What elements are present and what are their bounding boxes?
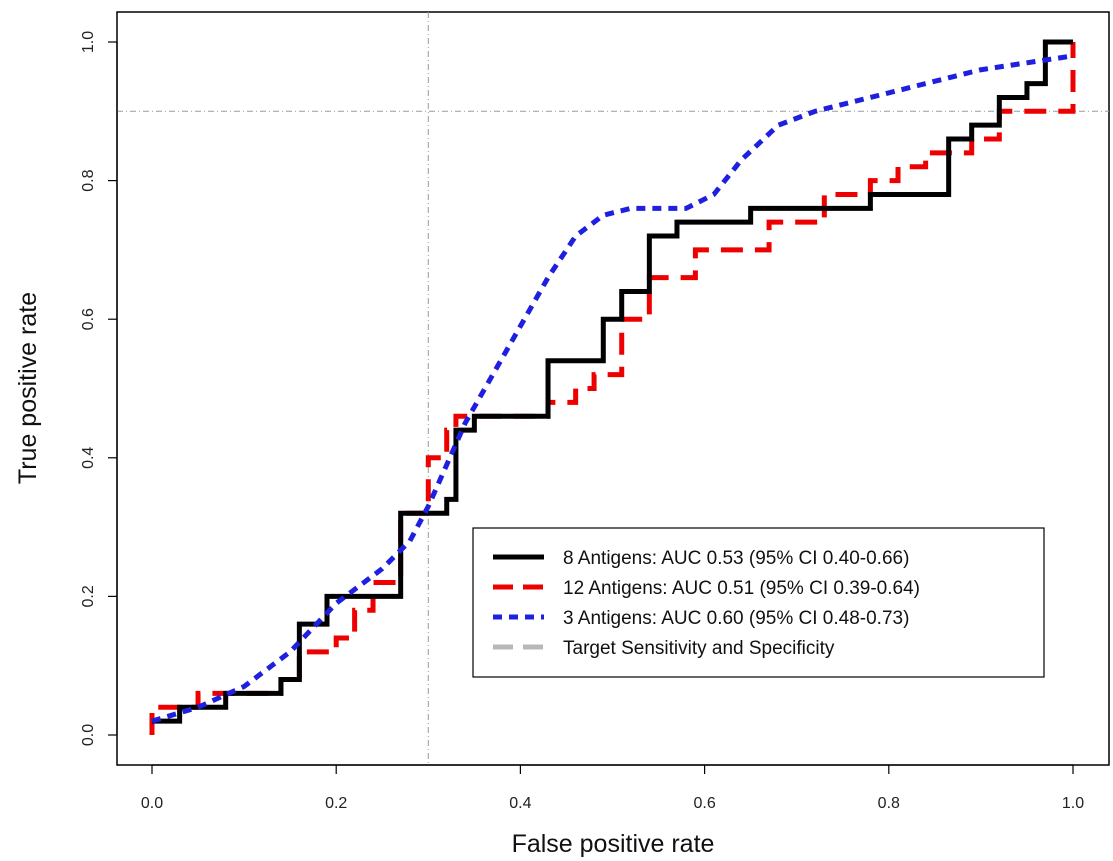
y-axis: 0.0 0.2 0.4 0.6 0.8 1.0 (80, 31, 118, 746)
series-line-0 (152, 39, 1073, 724)
y-tick-label: 0.4 (80, 447, 97, 469)
y-tick-label: 1.0 (80, 31, 97, 53)
x-tick-label: 1.0 (1062, 795, 1084, 812)
y-tick-label: 0.6 (80, 308, 97, 330)
series-line-2 (151, 53, 1074, 724)
legend-label-3: Target Sensitivity and Specificity (563, 638, 835, 659)
series-layer (149, 39, 1076, 735)
legend-label-0: 8 Antigens: AUC 0.53 (95% CI 0.40-0.66) (563, 548, 909, 569)
legend-label-1: 12 Antigens: AUC 0.51 (95% CI 0.39-0.64) (563, 578, 920, 599)
x-axis: 0.0 0.2 0.4 0.6 0.8 1.0 (141, 764, 1084, 812)
legend: 8 Antigens: AUC 0.53 (95% CI 0.40-0.66) 1… (472, 527, 1045, 678)
x-tick-label: 0.8 (878, 795, 900, 812)
legend-label-2: 3 Antigens: AUC 0.60 (95% CI 0.48-0.73) (563, 608, 909, 629)
x-tick-label: 0.2 (325, 795, 347, 812)
x-tick-label: 0.0 (141, 795, 163, 812)
legend-box (472, 527, 1045, 678)
series-line-1 (149, 42, 1076, 735)
y-tick-label: 0.0 (80, 724, 97, 746)
x-tick-label: 0.6 (693, 795, 715, 812)
x-tick-label: 0.4 (509, 795, 531, 812)
y-axis-title: True positive rate (14, 292, 42, 484)
y-tick-label: 0.2 (80, 585, 97, 607)
y-tick-label: 0.8 (80, 169, 97, 191)
x-axis-title: False positive rate (512, 830, 715, 858)
reference-lines (117, 12, 1109, 765)
